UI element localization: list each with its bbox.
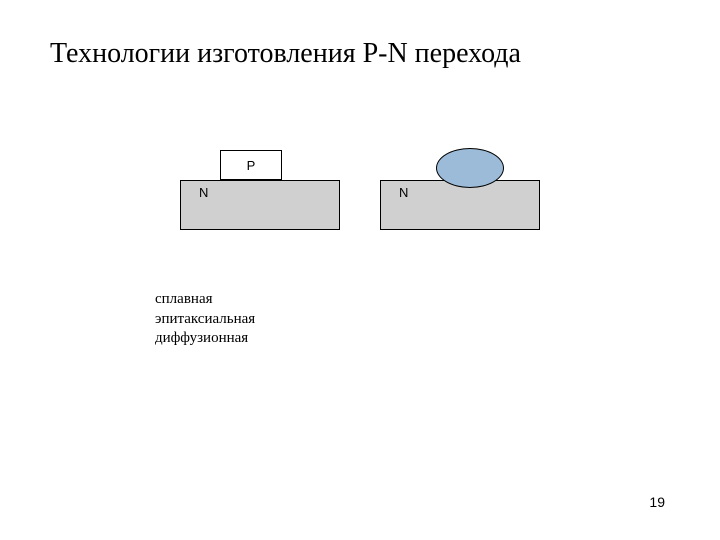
n-substrate-left: N [180,180,340,230]
diagram-right: N [380,150,540,230]
p-region-box: P [220,150,282,180]
method-item: эпитаксиальная [155,310,255,330]
n-substrate-right: N [380,180,540,230]
methods-list: сплавная эпитаксиальная диффузионная [155,290,255,349]
page-number: 19 [649,494,665,510]
diagram-left: N P [180,150,340,230]
diagram-container: N P N [180,150,540,240]
page-title: Технологии изготовления P-N перехода [50,38,521,70]
method-item: сплавная [155,290,255,310]
method-item: диффузионная [155,329,255,349]
droplet-ellipse [436,148,504,188]
